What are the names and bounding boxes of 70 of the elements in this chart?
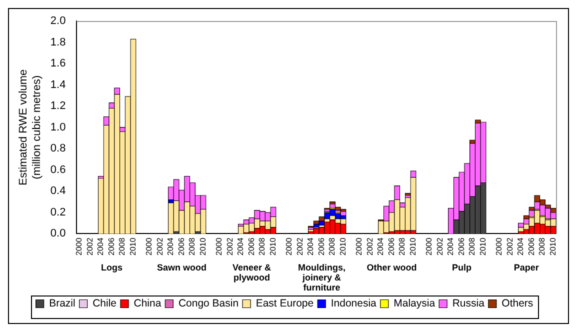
- y-tick-label: 0.2: [50, 206, 66, 218]
- legend-label: Malaysia: [394, 298, 436, 310]
- legend-label: Chile: [92, 298, 117, 310]
- legend-label: East Europe: [256, 298, 314, 310]
- x-tick-label: 2008: [188, 237, 197, 256]
- x-tick-label: 2010: [198, 237, 208, 256]
- x-tick-label: 2008: [328, 237, 337, 256]
- x-tick-label: 2000: [424, 237, 434, 256]
- x-tick-label: 2000: [214, 237, 224, 256]
- x-tick-label: 2006: [176, 237, 186, 256]
- x-tick-label: 2006: [106, 237, 116, 256]
- x-tick-label: 2010: [478, 237, 488, 256]
- legend-label: Others: [502, 298, 534, 310]
- y-tick-label: 1.4: [50, 78, 66, 91]
- x-tick-label: 2002: [225, 237, 234, 256]
- x-tick-label: 2010: [548, 237, 558, 256]
- text: Other wood: [366, 262, 417, 273]
- x-tick-label: 2008: [538, 237, 547, 256]
- y-tick-label: 1.8: [50, 36, 66, 48]
- x-tick-label: 2004: [516, 237, 526, 256]
- x-tick-label: 2008: [468, 237, 477, 256]
- legend-label: China: [134, 298, 162, 310]
- x-tick-label: 2000: [144, 237, 154, 256]
- x-tick-label: 2006: [456, 237, 466, 256]
- y-tick-label: 1.0: [50, 121, 66, 134]
- x-tick-label: 2006: [316, 237, 326, 256]
- x-tick-label: 2004: [166, 237, 176, 256]
- x-tick-label: 2000: [284, 237, 294, 256]
- x-tick-label: 2010: [408, 237, 418, 256]
- x-tick-label: 2002: [295, 237, 304, 256]
- text: Veneer & plywood: [232, 262, 272, 283]
- y-axis-title: Estimated RWE volume (million cubic metres): [18, 69, 43, 186]
- x-tick-label: 2006: [246, 237, 256, 256]
- x-tick-label: 2008: [258, 237, 267, 256]
- x-tick-label: 2004: [236, 237, 246, 256]
- text: Mouldings, joinery & furniture: [298, 262, 346, 293]
- x-tick-label: 2004: [376, 237, 386, 256]
- x-tick-label: 2002: [155, 237, 164, 256]
- x-tick-label: 2010: [268, 237, 278, 256]
- text: Sawn wood: [156, 262, 206, 273]
- x-tick-label: 2002: [435, 237, 444, 256]
- y-tick-label: 0.8: [50, 142, 66, 155]
- x-tick-label: 2004: [306, 237, 316, 256]
- x-tick-label: 2002: [365, 237, 374, 256]
- x-tick-label: 2010: [128, 237, 138, 256]
- x-tick-label: 2004: [446, 237, 456, 256]
- x-tick-label: 2002: [505, 237, 514, 256]
- x-tick-label: 2008: [118, 237, 127, 256]
- y-tick-label: 1.2: [50, 100, 66, 112]
- x-tick-label: 2006: [526, 237, 536, 256]
- legend-label: Indonesia: [330, 298, 377, 310]
- legend-label: Brazil: [49, 298, 76, 310]
- x-tick-label: 2006: [386, 237, 396, 256]
- y-tick-label: 0.4: [50, 185, 66, 198]
- y-tick-label: 2.0: [50, 15, 66, 28]
- x-tick-label: 2008: [398, 237, 407, 256]
- x-tick-label: 2010: [338, 237, 348, 256]
- y-tick-label: 0.6: [50, 164, 66, 176]
- x-tick-label: 2004: [96, 237, 106, 256]
- y-tick-label: 0.0: [50, 228, 66, 240]
- text: Paper: [514, 262, 540, 273]
- legend-label: Congo Basin: [178, 298, 239, 310]
- x-tick-label: 2002: [85, 237, 94, 256]
- text: Logs: [100, 262, 122, 273]
- x-tick-label: 2000: [354, 237, 364, 256]
- legend-label: Russia: [452, 298, 485, 310]
- y-tick-label: 1.6: [50, 58, 66, 70]
- x-tick-label: 2000: [74, 237, 84, 256]
- text: Pulp: [452, 262, 472, 273]
- x-tick-label: 2000: [494, 237, 504, 256]
